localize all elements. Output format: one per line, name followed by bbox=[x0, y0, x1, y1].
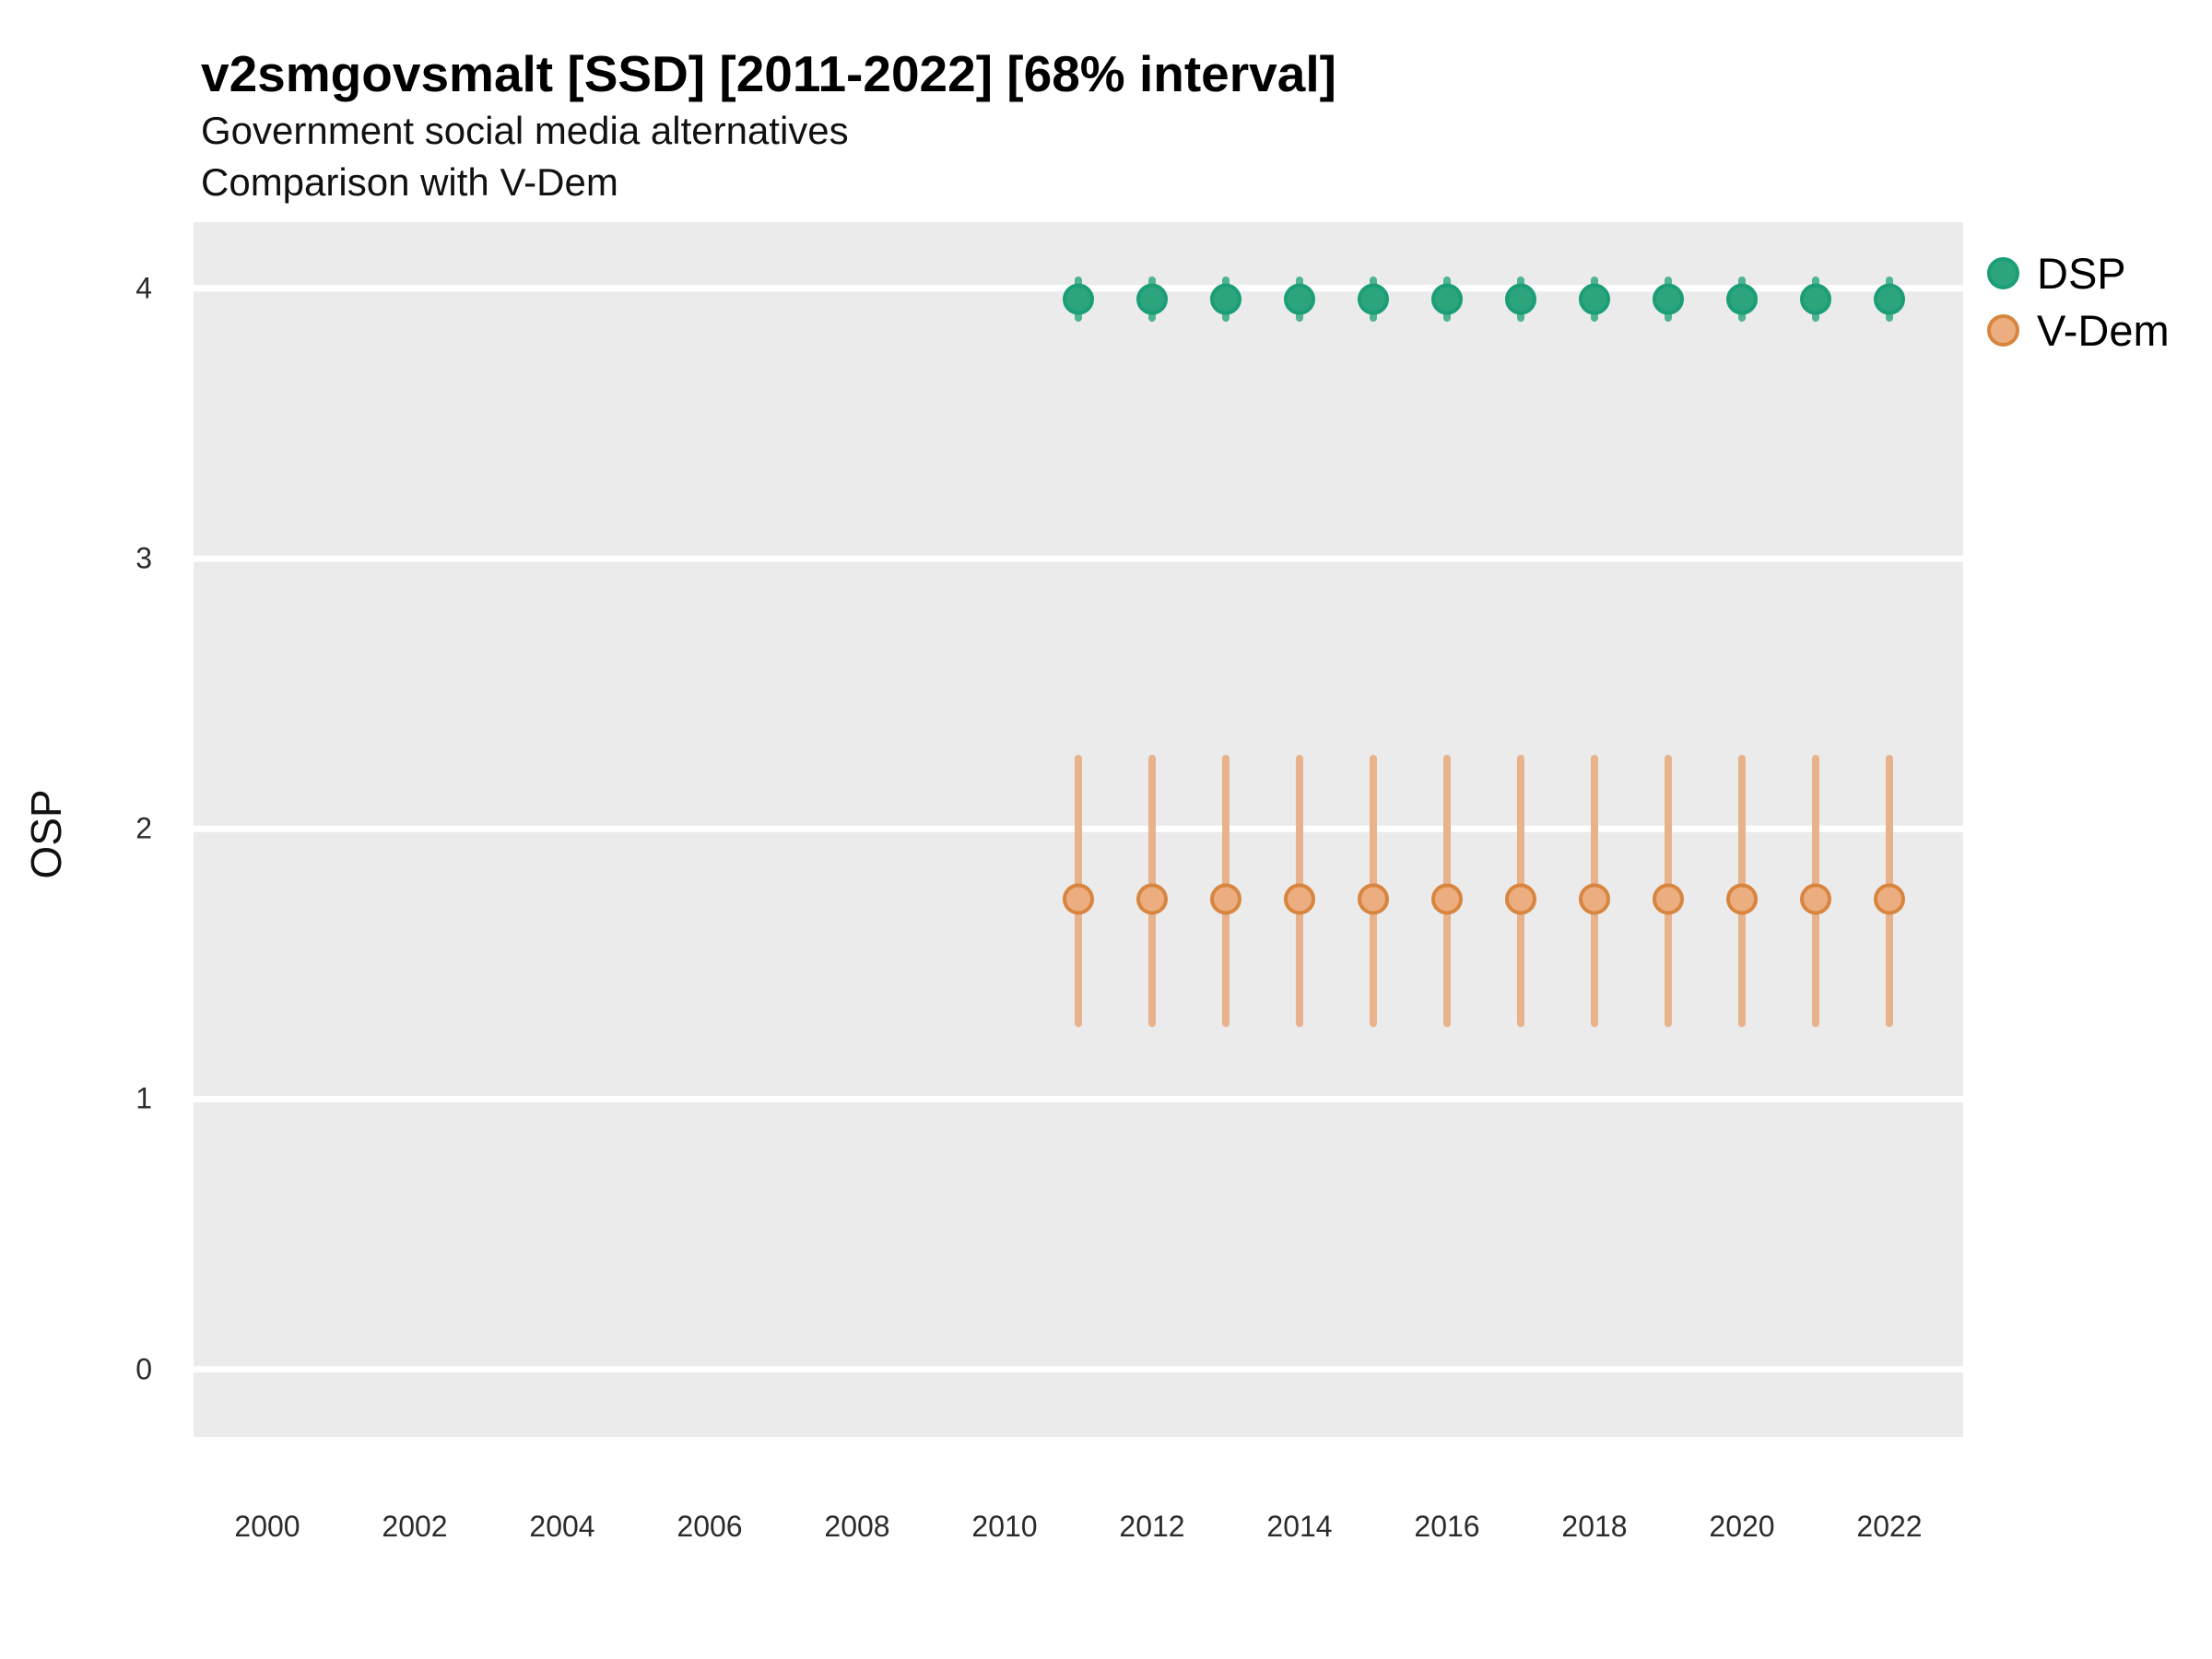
x-tick-label-2022: 2022 bbox=[1856, 1510, 1923, 1543]
x-tick-label-2014: 2014 bbox=[1266, 1510, 1333, 1543]
y-tick-label-2: 2 bbox=[135, 811, 152, 845]
x-tick-label-2000: 2000 bbox=[234, 1510, 300, 1543]
data-point-dsp-2018 bbox=[1579, 283, 1610, 315]
data-point-v-dem-2016 bbox=[1431, 883, 1463, 915]
data-point-v-dem-2015 bbox=[1358, 883, 1389, 915]
data-point-dsp-2014 bbox=[1284, 283, 1315, 315]
legend-dot-v-dem-icon bbox=[1987, 314, 2019, 347]
data-point-dsp-2020 bbox=[1726, 283, 1758, 315]
legend-item-dsp: DSP bbox=[1987, 251, 2170, 296]
x-tick-label-2012: 2012 bbox=[1119, 1510, 1185, 1543]
y-tick-label-4: 4 bbox=[135, 271, 152, 305]
x-tick-label-2004: 2004 bbox=[529, 1510, 595, 1543]
chart-title: v2smgovsmalt [SSD] [2011-2022] [68% inte… bbox=[201, 45, 1336, 102]
gridline-y-0 bbox=[194, 1366, 1963, 1373]
x-tick-label-2016: 2016 bbox=[1414, 1510, 1480, 1543]
data-point-dsp-2016 bbox=[1431, 283, 1463, 315]
x-tick-label-2010: 2010 bbox=[971, 1510, 1038, 1543]
x-tick-label-2008: 2008 bbox=[824, 1510, 890, 1543]
x-tick-label-2002: 2002 bbox=[382, 1510, 448, 1543]
data-point-v-dem-2022 bbox=[1874, 883, 1905, 915]
plot-canvas bbox=[194, 276, 1963, 1373]
y-tick-label-3: 3 bbox=[135, 541, 152, 575]
data-point-v-dem-2018 bbox=[1579, 883, 1610, 915]
x-tick-label-2018: 2018 bbox=[1561, 1510, 1628, 1543]
gridline-y-3 bbox=[194, 555, 1963, 562]
data-point-v-dem-2020 bbox=[1726, 883, 1758, 915]
legend-item-v-dem: V-Dem bbox=[1987, 308, 2170, 353]
legend-dot-dsp-icon bbox=[1987, 257, 2019, 289]
x-tick-label-2006: 2006 bbox=[677, 1510, 743, 1543]
data-point-dsp-2022 bbox=[1874, 283, 1905, 315]
chart-subtitle-line1: Government social media alternatives bbox=[201, 109, 849, 152]
legend: DSP V-Dem bbox=[1987, 251, 2170, 353]
data-point-v-dem-2021 bbox=[1800, 883, 1831, 915]
gridline-y-1 bbox=[194, 1096, 1963, 1102]
data-point-dsp-2013 bbox=[1210, 283, 1241, 315]
data-point-dsp-2011 bbox=[1063, 283, 1094, 315]
data-point-v-dem-2011 bbox=[1063, 883, 1094, 915]
data-point-dsp-2012 bbox=[1136, 283, 1168, 315]
y-tick-label-0: 0 bbox=[135, 1352, 152, 1386]
y-tick-label-1: 1 bbox=[135, 1081, 152, 1115]
chart-subtitle-line2: Comparison with V-Dem bbox=[201, 160, 618, 204]
data-point-v-dem-2012 bbox=[1136, 883, 1168, 915]
legend-label-v-dem: V-Dem bbox=[2037, 306, 2170, 355]
data-point-v-dem-2019 bbox=[1653, 883, 1684, 915]
data-point-dsp-2017 bbox=[1505, 283, 1536, 315]
legend-label-dsp: DSP bbox=[2037, 249, 2126, 298]
x-tick-label-2020: 2020 bbox=[1709, 1510, 1775, 1543]
data-point-dsp-2021 bbox=[1800, 283, 1831, 315]
plot-panel bbox=[194, 222, 1963, 1437]
data-point-dsp-2015 bbox=[1358, 283, 1389, 315]
data-point-v-dem-2013 bbox=[1210, 883, 1241, 915]
data-point-v-dem-2014 bbox=[1284, 883, 1315, 915]
data-point-v-dem-2017 bbox=[1505, 883, 1536, 915]
data-point-dsp-2019 bbox=[1653, 283, 1684, 315]
